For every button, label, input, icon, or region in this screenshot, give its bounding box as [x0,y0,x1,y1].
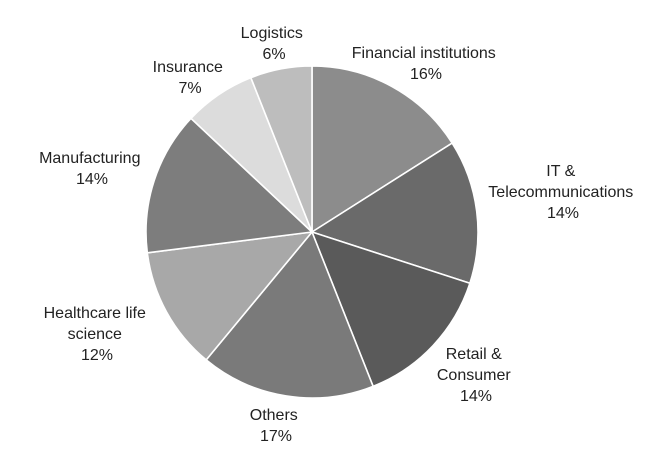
label-financial-institutions: Financial institutions 16% [352,45,501,83]
label-manufacturing: Manufacturing 14% [39,150,145,188]
label-healthcare-life-science: Healthcare life science 12% [44,305,151,364]
label-others: Others 17% [250,407,302,445]
pie-slices [145,65,479,399]
pie-slice-manufacturing [145,117,314,254]
pie-slice-logistics [249,65,313,233]
pie-slice-healthcare-life-science [146,230,314,362]
label-logistics: Logistics 6% [241,25,308,63]
label-it-telecommunications: IT & Telecommunications 14% [488,163,637,222]
pie-slice-others [205,230,375,399]
pie-slice-retail-consumer [310,230,471,388]
pie-slice-financial-institutions [311,65,454,234]
label-retail-consumer: Retail & Consumer 14% [437,346,515,405]
label-insurance: Insurance 7% [153,59,228,97]
pie-slice-it-telecommunications [310,141,479,285]
